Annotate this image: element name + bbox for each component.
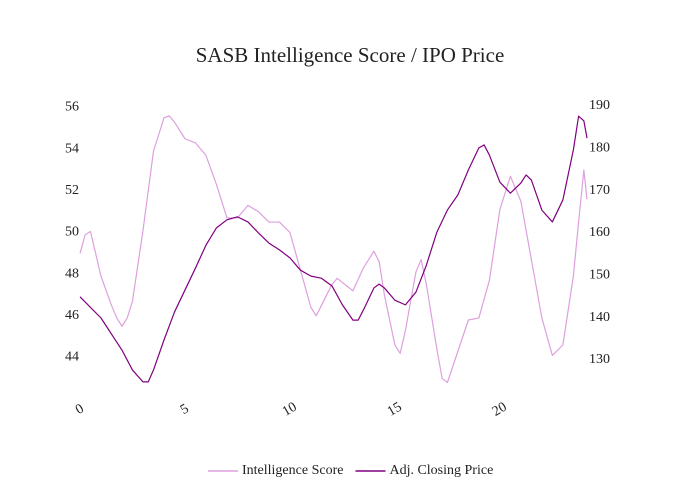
- y-tick-label: 48: [65, 266, 79, 281]
- y2-tick-label: 130: [589, 352, 610, 367]
- y2-tick-label: 170: [589, 183, 610, 198]
- x-tick-label: 0: [73, 402, 87, 418]
- y-tick-label: 54: [65, 141, 79, 156]
- series-line: [79, 115, 588, 384]
- y2-tick-label: 160: [589, 225, 610, 240]
- y-tick-label: 56: [65, 100, 79, 115]
- y-tick-label: 50: [65, 225, 79, 240]
- y2-tick-label: 150: [589, 267, 610, 282]
- legend-label: Adj. Closing Price: [389, 463, 493, 478]
- x-tick-label: 15: [385, 400, 405, 420]
- y-tick-label: 44: [65, 350, 79, 365]
- y2-tick-label: 180: [589, 141, 610, 156]
- y-tick-label: 52: [65, 183, 79, 198]
- y-tick-label: 46: [65, 308, 79, 323]
- series-line: [79, 115, 588, 383]
- y2-tick-label: 190: [589, 98, 610, 113]
- x-tick-label: 10: [280, 400, 300, 420]
- x-tick-label: 20: [490, 400, 510, 420]
- x-tick-label: 5: [178, 402, 192, 418]
- y2-tick-label: 140: [589, 310, 610, 325]
- legend-label: Intelligence Score: [242, 463, 343, 478]
- chart-title: SASB Intelligence Score / IPO Price: [196, 43, 505, 67]
